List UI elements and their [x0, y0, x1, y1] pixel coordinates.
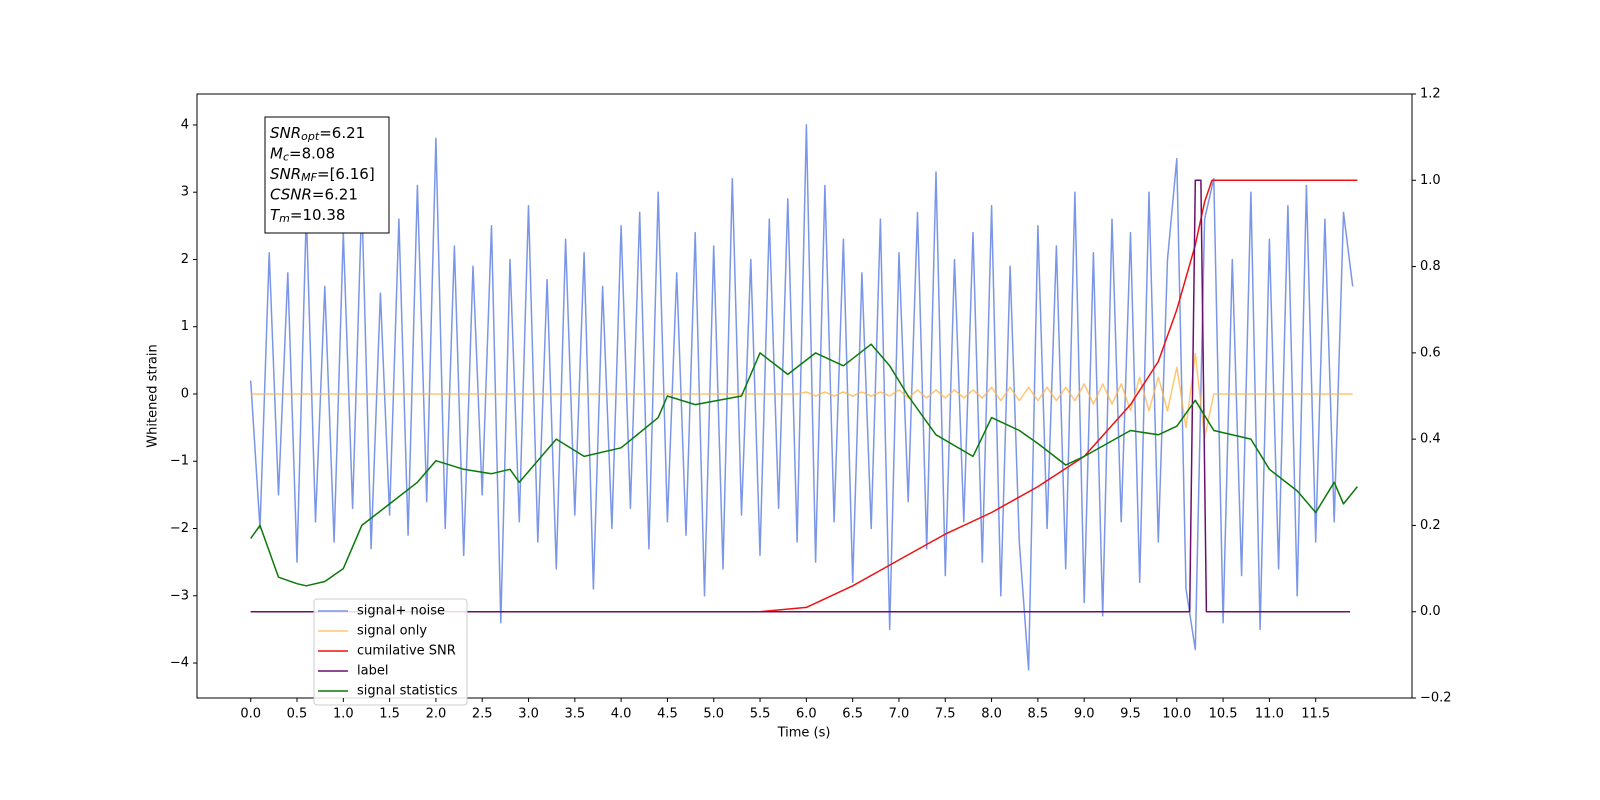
y2-tick-label: 1.2 — [1420, 87, 1441, 102]
series-line — [250, 179, 1350, 613]
x-tick-label: 0.0 — [240, 707, 261, 722]
annotation-symbol: CSNR — [270, 185, 312, 203]
x-tick-label: 0.5 — [287, 707, 308, 722]
x-tick-label: 7.0 — [889, 707, 910, 722]
x-tick-label: 1.5 — [379, 707, 400, 722]
y2-tick-label: 0.2 — [1420, 518, 1441, 533]
legend-label: cumilative SNR — [357, 644, 456, 659]
x-tick-label: 2.5 — [472, 707, 493, 722]
y-tick-label: −4 — [170, 656, 189, 671]
legend-label: label — [357, 664, 388, 679]
legend-label: signal statistics — [357, 684, 458, 699]
annotation-line: Mc=8.08 — [270, 144, 335, 164]
x-tick-label: 11.0 — [1255, 707, 1284, 722]
x-tick-label: 1.0 — [333, 707, 354, 722]
y-tick-label: 1 — [181, 319, 189, 334]
y2-tick-label: −0.2 — [1420, 691, 1452, 706]
y2-tick-label: 0.0 — [1420, 604, 1441, 619]
annotation: SNRopt=6.21Mc=8.08SNRMF=[6.16]CSNR=6.21T… — [270, 124, 375, 226]
x-tick-label: 2.0 — [426, 707, 447, 722]
annotation-line: CSNR=6.21 — [270, 185, 358, 203]
y-tick-label: 3 — [181, 185, 189, 200]
x-tick-label: 9.5 — [1120, 707, 1141, 722]
annotation-subscript: c — [283, 151, 289, 164]
y-tick-label: −2 — [170, 521, 189, 536]
x-tick-label: 3.5 — [564, 707, 585, 722]
x-tick-label: 10.5 — [1209, 707, 1238, 722]
x-tick-label: 3.0 — [518, 707, 539, 722]
x-tick-label: 4.5 — [657, 707, 678, 722]
x-tick-label: 10.0 — [1162, 707, 1191, 722]
legend-box — [313, 598, 468, 706]
x-tick-label: 5.5 — [750, 707, 771, 722]
y2-tick-label: 0.4 — [1420, 432, 1441, 447]
plot-lines — [249, 124, 1358, 671]
x-axis-label: Time (s) — [777, 726, 831, 741]
annotation-line: SNRopt=6.21 — [270, 124, 365, 144]
annotation-box — [264, 116, 390, 234]
axes-frame — [196, 93, 1413, 699]
annotation-line: Tm=10.38 — [270, 206, 345, 226]
y-tick-label: 4 — [181, 117, 189, 132]
legend: signal+ noise signal only cumilative SNR la… — [313, 598, 468, 706]
series-line — [249, 124, 1354, 671]
y-axis-label: Whitened strain — [146, 344, 161, 447]
x-tick-label: 8.5 — [1028, 707, 1049, 722]
annotation-subscript: m — [279, 212, 290, 225]
y2-tick-label: 1.0 — [1420, 173, 1441, 188]
x-tick-label: 8.0 — [981, 707, 1002, 722]
y2-tick-label: 0.8 — [1420, 259, 1441, 274]
y-tick-label: −3 — [170, 588, 189, 603]
x-tick-label: 7.5 — [935, 707, 956, 722]
annotation-symbol: SNR — [270, 124, 301, 142]
annotation-value: =[6.16] — [317, 165, 375, 183]
series-line — [250, 343, 1358, 587]
annotation-value: =6.21 — [312, 185, 358, 203]
series-line — [250, 179, 1358, 613]
annotation-symbol: M — [270, 144, 283, 162]
y2-tick-label: 0.6 — [1420, 345, 1441, 360]
legend-label: signal only — [357, 624, 427, 639]
annotation-line: SNRMF=[6.16] — [270, 165, 375, 185]
annotation-value: =8.08 — [289, 144, 335, 162]
annotation-symbol: T — [270, 206, 281, 224]
x-tick-label: 4.0 — [611, 707, 632, 722]
x-tick-label: 9.0 — [1074, 707, 1095, 722]
x-tick-label: 6.5 — [842, 707, 863, 722]
x-tick-label: 11.5 — [1301, 707, 1330, 722]
annotation-subscript: opt — [301, 130, 320, 143]
x-tick-label: 5.0 — [703, 707, 724, 722]
annotation-subscript: MF — [301, 171, 317, 184]
y-tick-label: 0 — [181, 386, 189, 401]
x-tick-label: 6.0 — [796, 707, 817, 722]
legend-label: signal+ noise — [357, 604, 445, 619]
annotation-symbol: SNR — [270, 165, 301, 183]
annotation-value: =6.21 — [319, 124, 365, 142]
series-line — [250, 352, 1353, 439]
y-tick-label: 2 — [181, 252, 189, 267]
annotation-value: =10.38 — [290, 206, 346, 224]
y-tick-label: −1 — [170, 454, 189, 469]
